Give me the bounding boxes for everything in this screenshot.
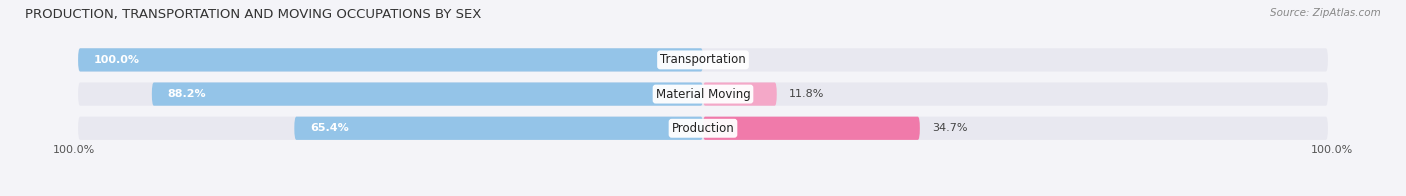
FancyBboxPatch shape xyxy=(79,83,1327,106)
Text: 65.4%: 65.4% xyxy=(309,123,349,133)
FancyBboxPatch shape xyxy=(703,83,776,106)
Text: 100.0%: 100.0% xyxy=(53,145,96,155)
FancyBboxPatch shape xyxy=(152,83,703,106)
Text: 34.7%: 34.7% xyxy=(932,123,967,133)
Text: PRODUCTION, TRANSPORTATION AND MOVING OCCUPATIONS BY SEX: PRODUCTION, TRANSPORTATION AND MOVING OC… xyxy=(25,8,482,21)
Text: Source: ZipAtlas.com: Source: ZipAtlas.com xyxy=(1270,8,1381,18)
Text: 100.0%: 100.0% xyxy=(94,55,139,65)
Text: Production: Production xyxy=(672,122,734,135)
Text: 0.0%: 0.0% xyxy=(716,55,744,65)
Text: 100.0%: 100.0% xyxy=(1310,145,1353,155)
FancyBboxPatch shape xyxy=(79,48,703,72)
FancyBboxPatch shape xyxy=(79,48,1327,72)
Text: 88.2%: 88.2% xyxy=(167,89,207,99)
Text: Transportation: Transportation xyxy=(661,53,745,66)
Text: Material Moving: Material Moving xyxy=(655,88,751,101)
Text: 11.8%: 11.8% xyxy=(789,89,824,99)
FancyBboxPatch shape xyxy=(79,117,1327,140)
FancyBboxPatch shape xyxy=(294,117,703,140)
FancyBboxPatch shape xyxy=(703,117,920,140)
